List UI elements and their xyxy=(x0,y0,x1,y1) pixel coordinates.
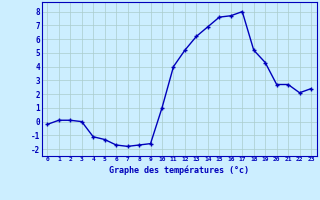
X-axis label: Graphe des températures (°c): Graphe des températures (°c) xyxy=(109,165,249,175)
